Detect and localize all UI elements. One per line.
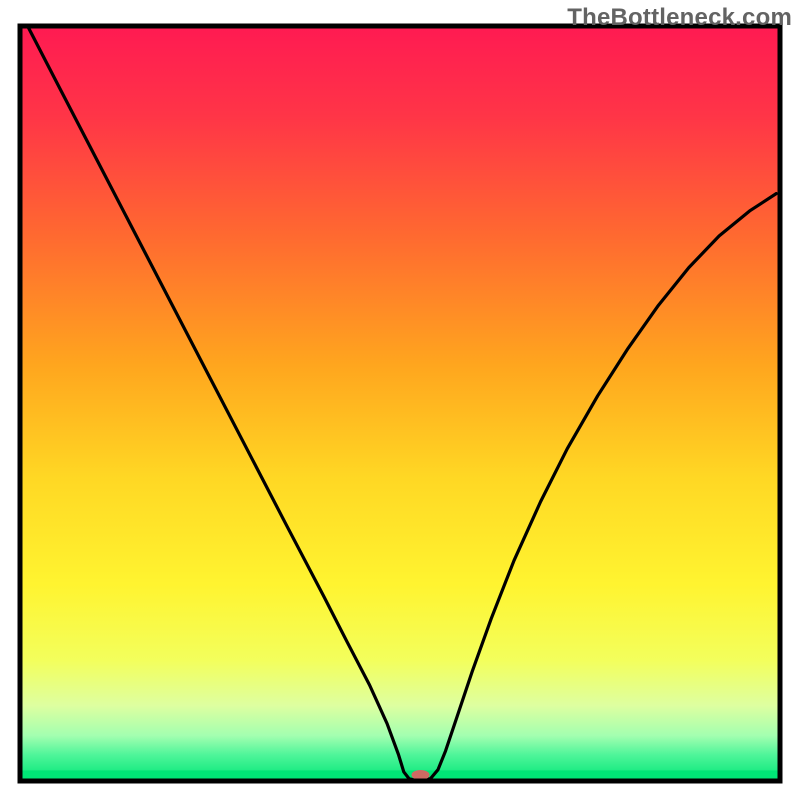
chart-stage: TheBottleneck.com	[0, 0, 800, 800]
chart-background	[20, 26, 780, 781]
watermark-text: TheBottleneck.com	[567, 4, 792, 32]
bottleneck-min-marker	[412, 770, 430, 780]
bottleneck-v-curve-chart	[0, 0, 800, 800]
